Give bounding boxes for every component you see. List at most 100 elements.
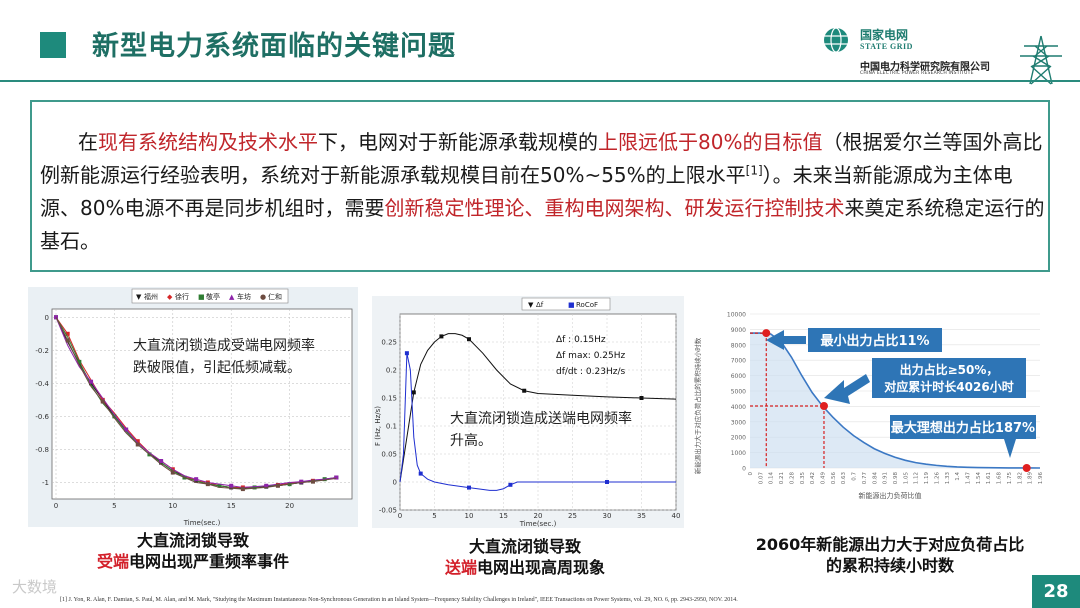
series-marker	[252, 485, 257, 490]
y-tick-label: 3000	[731, 419, 746, 426]
legend-marker: ▼	[136, 293, 142, 301]
legend-label: 敬亭	[206, 292, 220, 301]
legend-box	[521, 297, 611, 311]
x-tick-label: 0.49	[821, 472, 827, 485]
y-tick-label: 9000	[731, 327, 746, 334]
series-marker	[205, 482, 210, 487]
caption-line-1: 大直流闭锁导致	[468, 537, 581, 556]
caption-line-2: 的累积持续小时数	[825, 556, 954, 575]
highlight-upper-limit: 上限远低于80%的目标值	[598, 130, 823, 154]
legend-label: Δf	[536, 301, 544, 309]
x-tick-label: 1.68	[997, 472, 1003, 485]
y-tick-label: 0.2	[386, 367, 397, 375]
x-tick-label: 20	[534, 512, 543, 520]
x-tick-label: 1.47	[966, 472, 972, 485]
y-tick-label: 8000	[731, 342, 746, 349]
legend-label: 车坊	[237, 292, 251, 301]
highlight-innovation: 创新稳定性理论、重构电网架构、研发运行控制技术	[384, 196, 845, 220]
state-grid-logo: 国家电网 STATE GRID 中国电力科学研究院有限公司 CHINA ELEC…	[820, 24, 1010, 76]
x-tick-label: 1.96	[1038, 472, 1044, 485]
callout-50-text-1: 出力占比≥50%，	[900, 362, 999, 377]
series-marker	[467, 485, 471, 490]
series-marker	[159, 459, 164, 463]
marker-point	[1022, 464, 1031, 472]
callout-50-box	[872, 358, 1026, 398]
series-marker	[217, 483, 222, 488]
annotation-delta-f-max: Δf max: 0.25Hz	[556, 351, 625, 361]
legend-marker: ■	[198, 293, 205, 301]
legend-marker: ●	[260, 293, 266, 301]
x-tick-label: 15	[227, 502, 236, 510]
series-marker	[264, 483, 269, 488]
caption-rest: 电网出现高周现象	[477, 558, 606, 577]
renewable-duration-chart: 0 1000 2000 3000 4000 5000 6000 7000 8000 9000 100…	[693, 308, 1050, 522]
marker-point	[762, 329, 771, 338]
x-tick-label: 1.12	[914, 472, 920, 484]
logo-english-name: STATE GRID	[860, 42, 913, 51]
annotation-df-dt: df/dt : 0.23Hz/s	[556, 367, 625, 377]
x-tick-label: 0.14	[769, 472, 775, 485]
y-tick-label: 10000	[727, 312, 746, 319]
text-seg: 来奠定系统稳定运行的基石。	[40, 196, 1045, 253]
x-tick-label: 1.54	[976, 472, 982, 485]
series-marker	[54, 315, 58, 320]
y-tick-label: -0.4	[35, 380, 49, 388]
series-marker	[639, 396, 644, 400]
caption-line-2: 受端电网出现严重频率事件	[28, 551, 358, 572]
watermark: 大数境	[12, 578, 58, 596]
y-axis-label: F (Hz, Hz/s)	[374, 406, 382, 446]
receiving-end-chart-svg: ▼ 福州 ◆ 徐行 ■ 敬亭 ▲ 车坊 ● 仁和 0 -0.2 -0.4 -0.6 -0.8 -1 0 5 10 1…	[28, 287, 358, 527]
y-tick-label: 1000	[731, 450, 746, 457]
globe-logo-icon	[824, 27, 848, 53]
transmission-tower-icon	[1020, 35, 1062, 85]
series-marker	[124, 427, 129, 432]
x-tick-label: 1.19	[924, 472, 930, 485]
y-tick-label: 0.15	[381, 395, 397, 403]
x-tick-label: 10	[465, 512, 474, 520]
tick-labels: 0 1000 2000 3000 4000 5000 6000 7000 8000 9000 100…	[727, 312, 1044, 485]
receiving-end-annotation: 大直流闭锁造成受端电网频率跌破限值，引起低频减载。	[133, 335, 323, 379]
x-tick-label: 35	[637, 512, 646, 520]
x-tick-label: 0.77	[862, 472, 868, 485]
plot-area	[51, 308, 353, 500]
x-tick-label: 5	[432, 512, 436, 520]
series-marker	[439, 334, 444, 339]
legend-entries: ▼ Δf ■ RoCoF	[528, 301, 598, 309]
legend-box	[131, 288, 289, 304]
x-tick-label: 5	[112, 502, 116, 510]
markers	[750, 329, 1031, 472]
callout-arrow-50	[824, 374, 870, 404]
series-line-0	[399, 333, 677, 483]
y-tick-label: 0	[393, 479, 397, 487]
text-seg: 在	[78, 130, 98, 154]
y-tick-label: -1	[42, 479, 49, 487]
series-marker	[135, 442, 140, 447]
y-tick-label: 0	[45, 314, 49, 322]
x-tick-label: 0	[54, 502, 58, 510]
key-issue-textbox: 在现有系统结构及技术水平下，电网对于新能源承载规模的上限远低于80%的目标值（根…	[30, 100, 1050, 272]
callout-arrow-min	[766, 330, 806, 350]
caption-sending-end: 大直流闭锁导致 送端电网出现高周现象	[360, 536, 690, 578]
caption-duration: 2060年新能源出力大于对应负荷占比 的累积持续小时数	[700, 534, 1080, 576]
annotation-text: 大直流闭锁造成受端电网频率跌破限值，引起低频减载。	[133, 338, 315, 376]
y-tick-label: -0.05	[379, 507, 397, 515]
series-lines	[54, 315, 339, 492]
tick-labels: 0 -0.2 -0.4 -0.6 -0.8 -1 0 5 10 15 20	[35, 314, 294, 510]
legend-label: RoCoF	[576, 301, 598, 309]
series-marker	[65, 338, 70, 343]
x-tick-label: 0	[398, 512, 402, 520]
area-fill	[750, 333, 1040, 468]
receiving-end-frequency-chart: ▼ 福州 ◆ 徐行 ■ 敬亭 ▲ 车坊 ● 仁和 0 -0.2 -0.4 -0.6 -0.8 -1 0 5 10 1…	[28, 287, 358, 527]
tick-labels: 0.250.20.150.10.050-0.050 5 10 15 20 25 30 35 40	[379, 339, 681, 521]
caption-line-1: 大直流闭锁导致	[136, 531, 249, 550]
series-marker	[89, 379, 94, 384]
x-tick-label: 15	[499, 512, 508, 520]
sending-end-chart-svg: ▼ Δf ■ RoCoF 0.250.20.150.10.050-0.050 5 10 15…	[372, 296, 684, 528]
annotation-text: 大直流闭锁造成送端电网频率升高。	[450, 411, 632, 449]
x-tick-label: 0	[748, 472, 754, 476]
x-tick-label: 30	[603, 512, 612, 520]
y-tick-label: 2000	[731, 435, 746, 442]
key-issue-paragraph: 在现有系统结构及技术水平下，电网对于新能源承载规模的上限远低于80%的目标值（根…	[40, 126, 1048, 258]
marker-point	[819, 401, 828, 410]
series-marker	[404, 351, 409, 356]
